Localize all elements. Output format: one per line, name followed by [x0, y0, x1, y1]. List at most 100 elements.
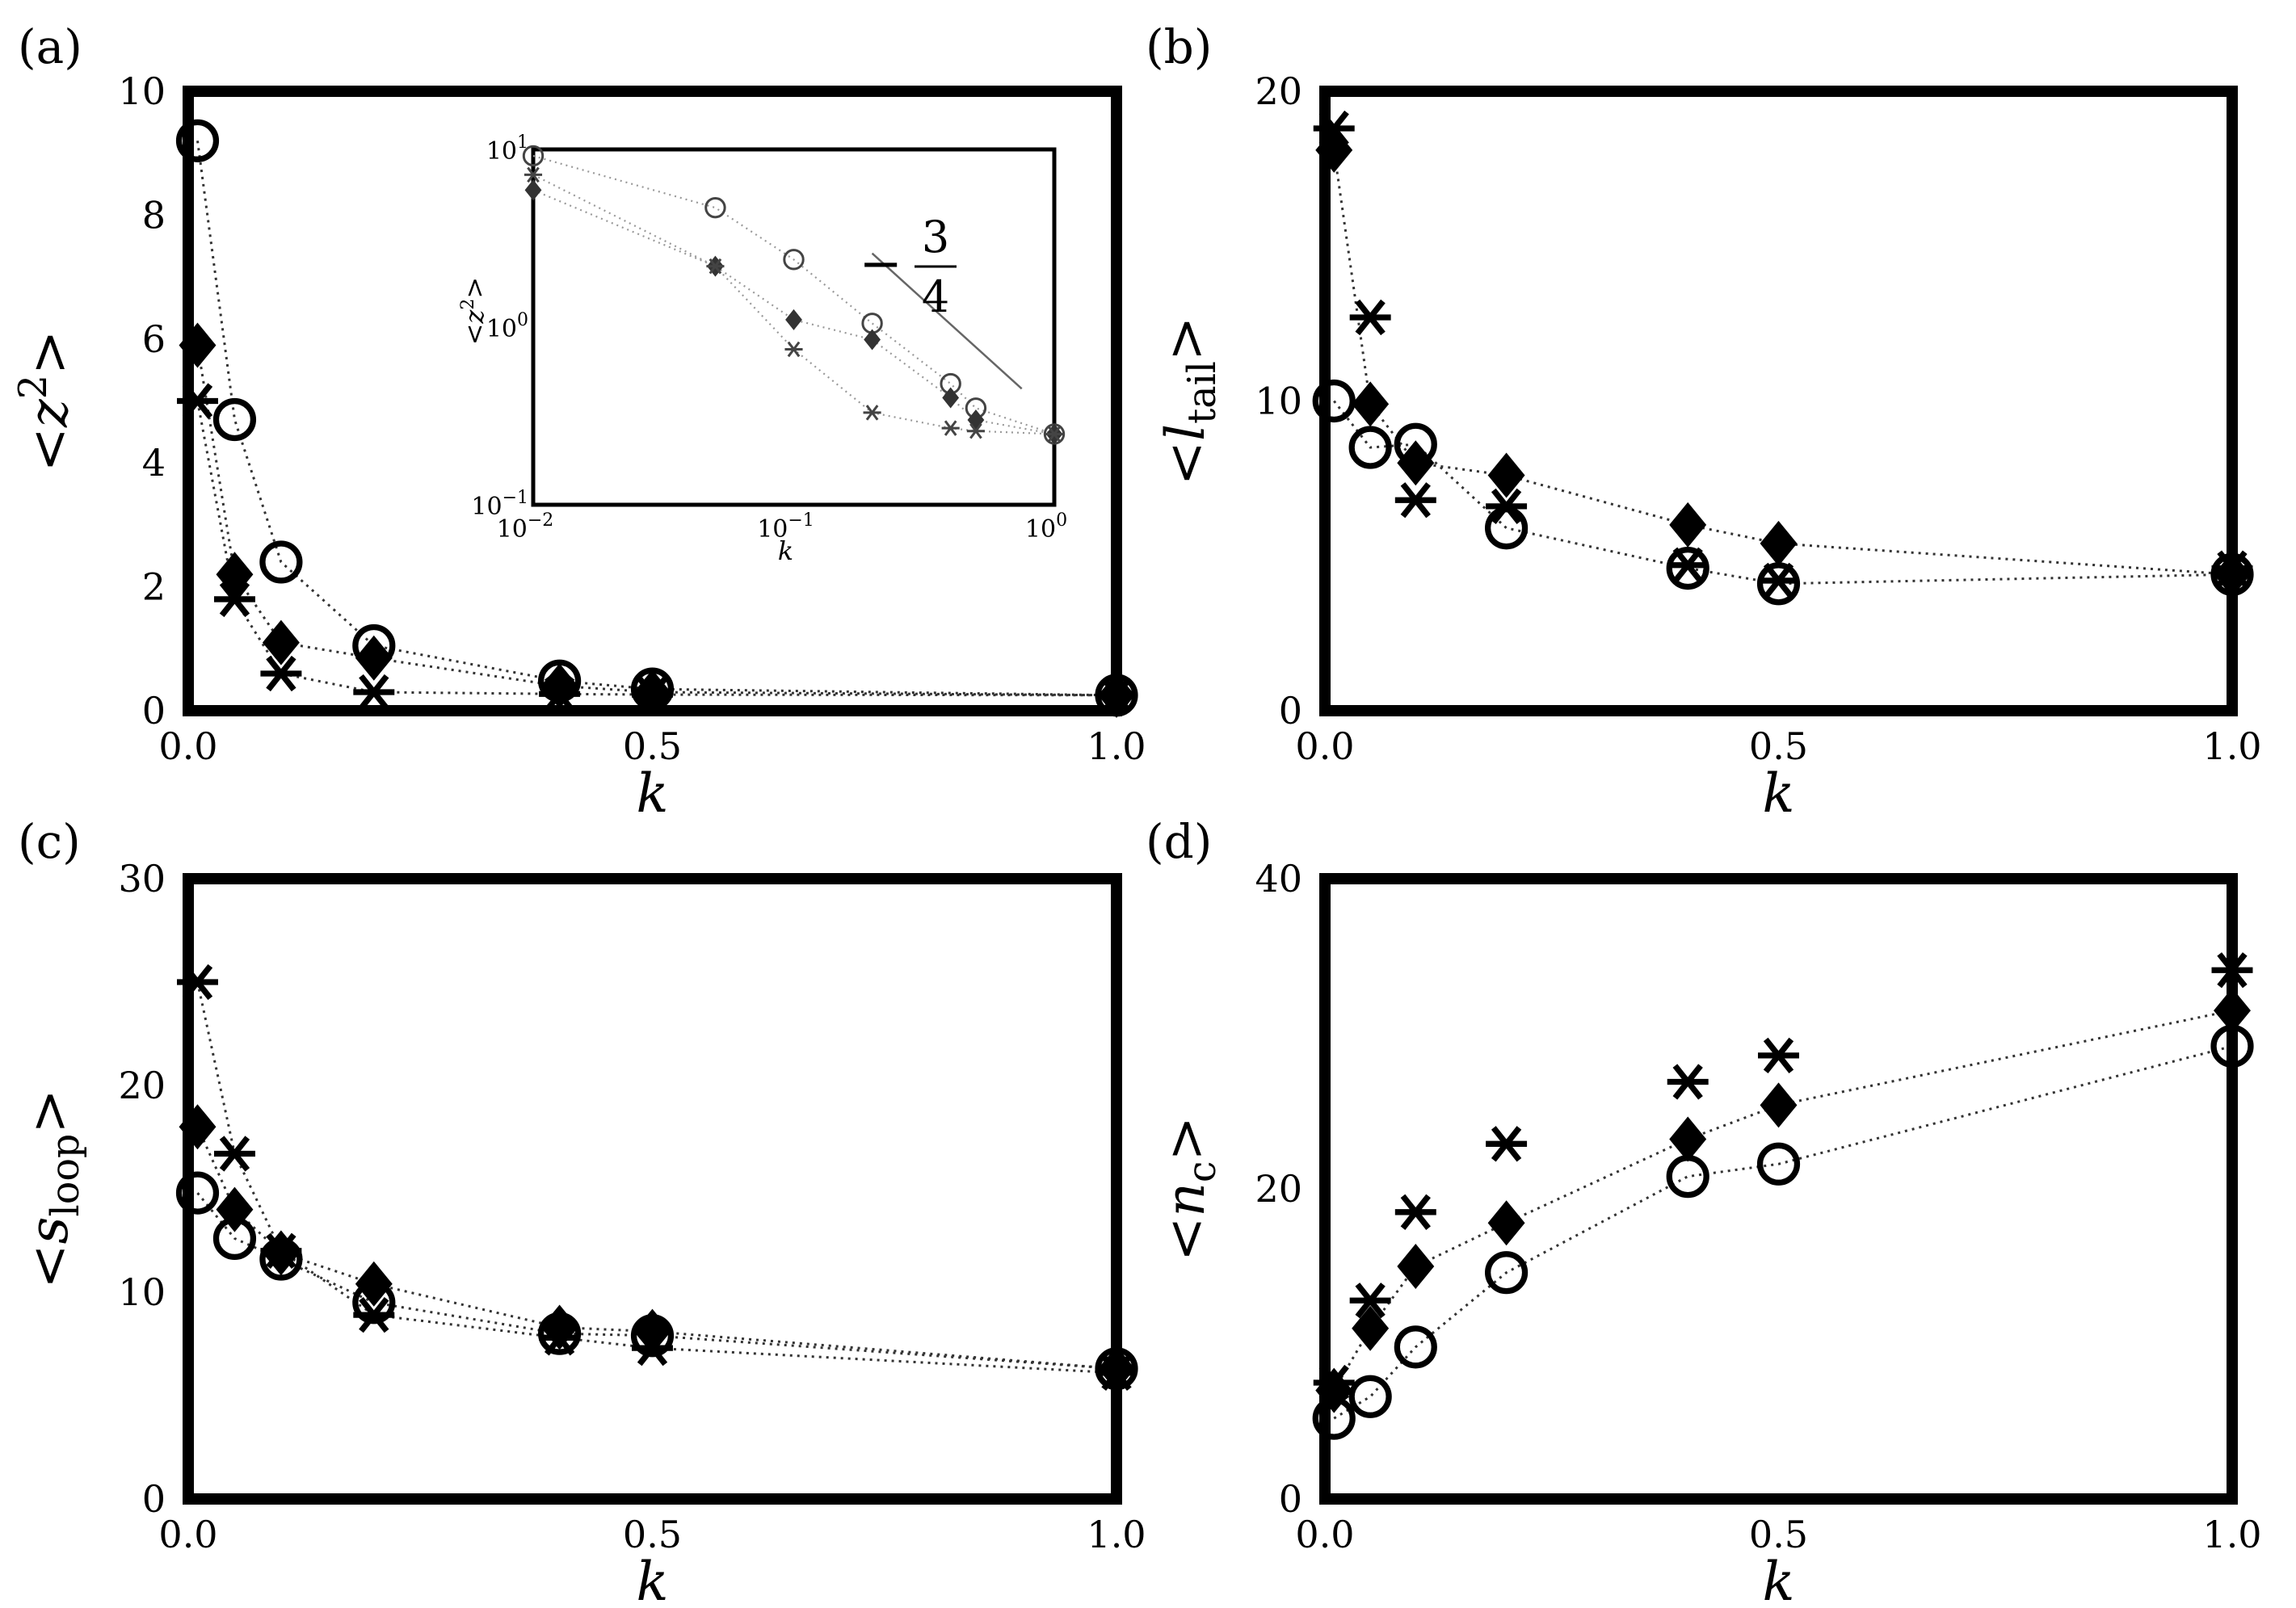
slope-numerator: 3: [922, 212, 949, 262]
data-point-diamond: [1760, 1082, 1798, 1128]
inset-data-point-asterisk: [966, 422, 985, 439]
data-point-circle: [1666, 546, 1709, 590]
plot-frame-a: [183, 86, 1122, 716]
panel-label-a: (a): [18, 19, 82, 74]
y-tick-label: 0: [1279, 1477, 1302, 1521]
panel-label-b: (b): [1146, 19, 1212, 74]
series-line-diamond: [1332, 149, 2233, 576]
y-tick-label: 6: [142, 317, 166, 361]
inset-x-tick-label: 10−1: [757, 510, 814, 544]
data-point-asterisk: [260, 655, 302, 692]
series-line-circle: [1333, 1044, 2233, 1420]
data-point-asterisk: [213, 581, 255, 618]
data-point-asterisk: [632, 1329, 673, 1367]
y-tick-label: 10: [118, 69, 166, 113]
inset-data-point-diamond: [785, 309, 802, 330]
x-tick-label: 0.0: [158, 1513, 217, 1556]
data-point-asterisk: [1758, 1037, 1799, 1074]
inset-data-point-asterisk: [524, 166, 543, 183]
x-tick-label: 1.0: [1087, 724, 1146, 768]
x-tick-label: 0.5: [1749, 724, 1808, 768]
y-tick-label: 20: [118, 1064, 166, 1107]
x-tick-label: 0.0: [158, 724, 217, 768]
data-point-circle: [259, 540, 303, 584]
y-tick-label: 20: [1255, 1167, 1302, 1211]
y-tick-label: 40: [1255, 857, 1302, 901]
data-point-circle: [1756, 1142, 1801, 1186]
data-point-asterisk: [213, 1136, 255, 1172]
plot-frame-d: [1319, 873, 2238, 1505]
data-point-diamond: [216, 1186, 254, 1232]
y-tick-label: 0: [142, 1477, 166, 1521]
y-tick-label: 8: [142, 193, 166, 237]
series-line-asterisk: [196, 981, 1117, 1375]
data-point-diamond: [355, 1261, 393, 1307]
inset-data-point-diamond: [524, 179, 542, 201]
data-point-circle: [1485, 506, 1529, 550]
data-point-asterisk: [539, 1320, 581, 1356]
y-tick-label: 10: [118, 1270, 166, 1314]
panel-a: [175, 119, 1138, 718]
inset-data-point-diamond: [967, 409, 985, 431]
x-axis-label-d: k: [1763, 1551, 1795, 1608]
data-point-diamond: [262, 619, 300, 665]
data-point-circle: [1348, 1375, 1392, 1418]
data-point-asterisk: [353, 674, 395, 711]
y-axis-label-a: <z2>: [11, 330, 80, 472]
inset-data-point-circle: [783, 249, 805, 271]
data-point-diamond: [1487, 1200, 1525, 1246]
x-tick-label: 1.0: [2202, 1513, 2261, 1556]
panel-b: [1312, 110, 2254, 606]
inset-data-point-asterisk: [784, 341, 803, 358]
data-point-circle: [1485, 1251, 1529, 1295]
inset-x-tick-label: 100: [1025, 510, 1067, 544]
y-axis-label-b: <ltail>: [1154, 317, 1225, 486]
x-tick-label: 0.5: [1749, 1513, 1808, 1556]
x-axis-label-c: k: [637, 1551, 669, 1608]
data-point-diamond: [1397, 1244, 1435, 1289]
x-tick-label: 1.0: [1087, 1513, 1146, 1556]
data-point-diamond: [1760, 520, 1798, 566]
data-point-asterisk: [632, 676, 673, 713]
inset-data-point-asterisk: [706, 258, 725, 275]
data-point-diamond: [355, 635, 393, 681]
x-axis-label-b: k: [1763, 762, 1795, 825]
data-point-circle: [1312, 379, 1356, 423]
inset-data-point-circle: [704, 196, 726, 219]
x-tick-label: 0.5: [623, 724, 682, 768]
inset-x-axis-label: k: [778, 535, 793, 566]
y-tick-label: 30: [118, 857, 166, 901]
data-point-asterisk: [1667, 547, 1709, 583]
slope-reference-line: [871, 252, 1023, 390]
x-tick-label: 0.5: [623, 1513, 682, 1556]
panel-label-c: (c): [18, 814, 81, 869]
data-point-asterisk: [1667, 1064, 1709, 1100]
data-point-diamond: [1352, 381, 1390, 427]
y-tick-label: 4: [142, 441, 166, 485]
data-point-diamond: [1397, 440, 1435, 486]
x-tick-label: 0.0: [1295, 1513, 1354, 1556]
data-point-diamond: [1352, 1305, 1390, 1351]
panel-c: [175, 964, 1138, 1392]
y-tick-label: 2: [142, 565, 166, 609]
x-tick-label: 1.0: [2202, 724, 2261, 768]
data-point-asterisk: [1486, 488, 1528, 525]
y-tick-label: 20: [1255, 69, 1302, 113]
data-point-diamond: [1487, 452, 1525, 498]
data-point-diamond: [1669, 502, 1707, 548]
data-point-circle: [1348, 426, 1392, 469]
data-point-circle: [1666, 1155, 1709, 1199]
inset-y-tick-label: 101: [486, 132, 528, 166]
data-point-circle: [175, 1171, 220, 1215]
inset-data-point-asterisk: [1045, 426, 1064, 443]
data-point-circle: [212, 397, 257, 442]
series-line-circle: [1333, 400, 2233, 586]
data-point-circle: [175, 119, 220, 162]
x-tick-label: 0.0: [1295, 724, 1354, 768]
inset-data-point-diamond: [942, 387, 960, 409]
inset-x-tick-label: 10−2: [497, 510, 554, 544]
panel-label-d: (d): [1146, 814, 1212, 869]
data-point-asterisk: [1394, 1194, 1436, 1230]
